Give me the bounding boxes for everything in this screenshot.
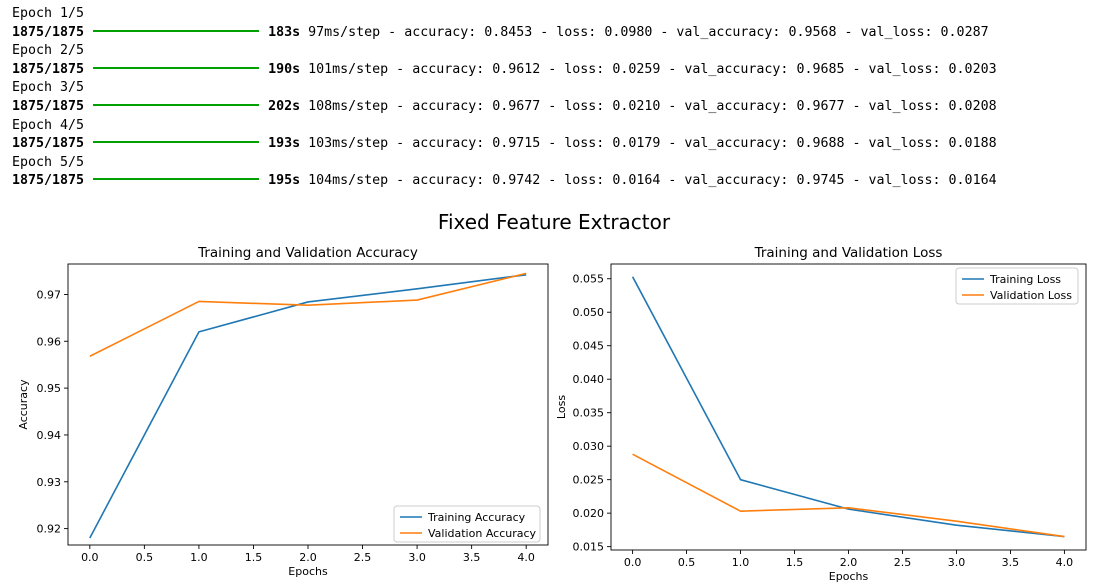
series-line-0 — [631, 276, 1065, 538]
step-time: 97ms/step — [308, 24, 381, 40]
step-time: 104ms/step — [308, 173, 389, 189]
progress-bar — [93, 29, 260, 32]
figure-suptitle: Fixed Feature Extractor — [438, 210, 671, 234]
series-line-1 — [89, 272, 527, 357]
step-counter: 1875/1875 — [12, 98, 85, 114]
epoch-metrics: - accuracy: 0.9677 - loss: 0.0210 - val_… — [388, 98, 997, 114]
epoch-progress-line: 1875/1875 202s 108ms/step - accuracy: 0.9… — [12, 98, 997, 117]
legend: Training Accuracy Validation Accuracy — [393, 505, 541, 543]
x-tick-label: 1.0 — [190, 551, 208, 564]
legend-box — [955, 267, 1079, 305]
epoch-progress-line: 1875/1875 183s 97ms/step - accuracy: 0.84… — [12, 24, 997, 43]
epoch-header: Epoch 4/5 — [12, 117, 85, 133]
step-time: 103ms/step — [308, 136, 389, 152]
y-tick-label: 0.93 — [37, 476, 62, 489]
x-tick-label: 0.0 — [81, 551, 99, 564]
epoch-header: Epoch 2/5 — [12, 43, 85, 59]
chart-title: Training and Validation Loss — [754, 245, 943, 261]
epoch-header: Epoch 1/5 — [12, 6, 85, 21]
y-tick-label: 0.050 — [573, 306, 605, 319]
step-counter: 1875/1875 — [12, 61, 85, 77]
x-tick-label: 0.5 — [136, 551, 154, 564]
epoch-progress-line: 1875/1875 193s 103ms/step - accuracy: 0.9… — [12, 135, 997, 154]
legend-label-0: Training Loss — [989, 273, 1061, 286]
step-counter: 1875/1875 — [12, 173, 85, 189]
epoch-metrics: - accuracy: 0.8453 - loss: 0.0980 - val_… — [380, 24, 989, 40]
plot-frame — [67, 263, 549, 546]
legend-label-1: Validation Loss — [990, 289, 1072, 302]
y-tick-label: 0.030 — [573, 440, 605, 453]
chart-0: Training and Validation Accuracy 0.0 0.5 1.… — [17, 245, 549, 578]
y-tick-label: 0.015 — [573, 541, 605, 554]
epoch-time: 190s — [268, 61, 301, 77]
step-time: 108ms/step — [308, 98, 389, 114]
y-tick-label: 0.035 — [573, 407, 605, 420]
y-tick-label: 0.92 — [37, 523, 62, 536]
legend-label-0: Training Accuracy — [427, 511, 526, 524]
y-axis-label: Accuracy — [17, 379, 30, 430]
legend-label-1: Validation Accuracy — [428, 527, 537, 540]
chart-title: Training and Validation Accuracy — [197, 245, 418, 261]
series-line-0 — [89, 273, 527, 539]
y-tick-label: 0.97 — [37, 288, 62, 301]
y-tick-label: 0.025 — [573, 474, 605, 487]
series-line-1 — [632, 453, 1065, 538]
epoch-time: 193s — [268, 136, 301, 152]
x-tick-label: 0.0 — [624, 556, 642, 569]
x-tick-label: 4.0 — [517, 551, 535, 564]
x-tick-label: 1.0 — [732, 556, 750, 569]
x-tick-label: 1.5 — [245, 551, 263, 564]
y-tick-label: 0.055 — [573, 273, 605, 286]
epoch-progress-line: 1875/1875 195s 104ms/step - accuracy: 0.9… — [12, 172, 997, 191]
x-tick-label: 3.0 — [948, 556, 966, 569]
progress-bar — [93, 66, 260, 69]
x-tick-label: 2.0 — [840, 556, 858, 569]
progress-bar — [93, 103, 260, 106]
x-tick-label: 2.5 — [894, 556, 912, 569]
progress-bar — [93, 141, 260, 144]
x-tick-label: 2.0 — [299, 551, 317, 564]
y-tick-label: 0.95 — [37, 382, 62, 395]
epoch-header: Epoch 5/5 — [12, 154, 85, 170]
x-tick-label: 0.5 — [678, 556, 696, 569]
chart-1: Training and Validation Loss 0.0 0.5 1.0 1.5… — [555, 245, 1087, 583]
legend-box — [393, 505, 541, 543]
y-tick-label: 0.040 — [573, 373, 605, 386]
legend: Training Loss Validation Loss — [955, 267, 1079, 305]
epoch-progress-line: 1875/1875 190s 101ms/step - accuracy: 0.9… — [12, 61, 997, 80]
step-counter: 1875/1875 — [12, 136, 85, 152]
epoch-header: Epoch 3/5 — [12, 80, 85, 96]
x-tick-label: 3.0 — [408, 551, 426, 564]
x-axis-label: Epochs — [288, 565, 328, 578]
y-axis-label: Loss — [555, 395, 568, 419]
epoch-time: 195s — [268, 173, 301, 189]
training-log: Epoch 1/5 1875/1875 183s 97ms/step - accur… — [12, 5, 997, 191]
x-tick-label: 3.5 — [463, 551, 481, 564]
epoch-metrics: - accuracy: 0.9742 - loss: 0.0164 - val_… — [388, 173, 997, 189]
epoch-metrics: - accuracy: 0.9715 - loss: 0.0179 - val_… — [388, 136, 997, 152]
y-tick-label: 0.045 — [573, 340, 605, 353]
x-tick-label: 3.5 — [1002, 556, 1020, 569]
epoch-metrics: - accuracy: 0.9612 - loss: 0.0259 - val_… — [388, 61, 997, 77]
y-tick-label: 0.96 — [37, 335, 62, 348]
y-tick-label: 0.94 — [37, 429, 62, 442]
step-counter: 1875/1875 — [12, 24, 85, 40]
x-tick-label: 4.0 — [1056, 556, 1074, 569]
progress-bar — [93, 178, 260, 181]
step-time: 101ms/step — [308, 61, 389, 77]
x-tick-label: 1.5 — [786, 556, 804, 569]
x-tick-label: 2.5 — [354, 551, 372, 564]
epoch-time: 202s — [268, 98, 301, 114]
x-axis-label: Epochs — [829, 570, 869, 583]
epoch-time: 183s — [268, 24, 301, 40]
y-tick-label: 0.020 — [573, 507, 605, 520]
